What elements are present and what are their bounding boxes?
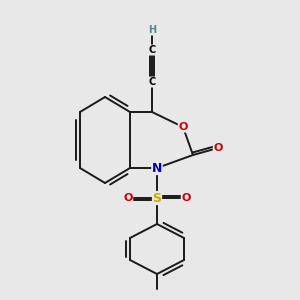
Text: O: O — [123, 193, 133, 203]
Text: O: O — [181, 193, 191, 203]
Text: C: C — [148, 45, 156, 55]
Text: O: O — [178, 122, 188, 132]
Text: S: S — [152, 191, 161, 205]
Text: C: C — [148, 77, 156, 87]
Text: H: H — [148, 25, 156, 35]
Text: N: N — [152, 161, 162, 175]
Text: O: O — [213, 143, 223, 153]
